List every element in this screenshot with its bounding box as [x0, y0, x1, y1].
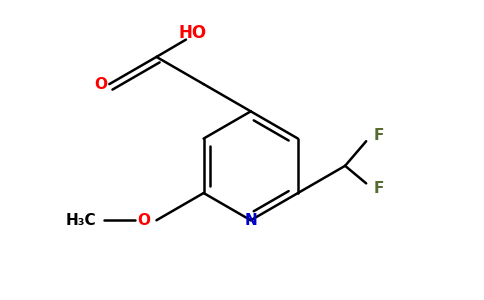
- Text: N: N: [244, 213, 257, 228]
- Text: O: O: [94, 76, 107, 92]
- Text: HO: HO: [179, 24, 207, 42]
- Text: O: O: [137, 213, 151, 228]
- Text: F: F: [373, 128, 384, 143]
- Text: F: F: [373, 181, 384, 196]
- Text: H₃C: H₃C: [66, 213, 97, 228]
